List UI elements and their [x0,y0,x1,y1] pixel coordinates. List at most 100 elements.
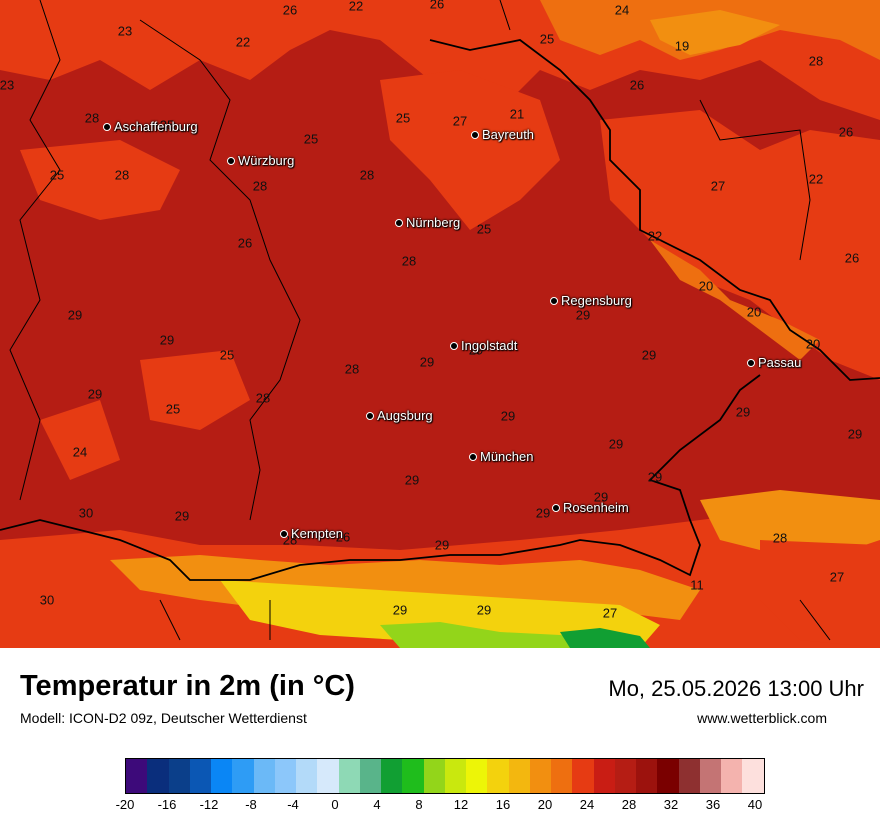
city-marker[interactable]: München [469,449,533,464]
temperature-label: 28 [256,391,270,406]
legend-tick-label: 20 [538,797,552,812]
legend-color-swatch [232,759,253,793]
legend-color-swatch [615,759,636,793]
color-legend: -20 -16 -12 -8 -4 0 4 8 12 16 20 24 28 32 36 40 [125,758,765,812]
legend-color-swatch [190,759,211,793]
temperature-label: 29 [501,409,515,424]
temperature-label: 29 [405,473,419,488]
temperature-label: 29 [648,470,662,485]
temperature-label: 28 [253,179,267,194]
temperature-label: 28 [402,254,416,269]
city-dot-icon [552,504,560,512]
legend-color-swatch [147,759,168,793]
temperature-label: 29 [477,603,491,618]
legend-color-swatch [360,759,381,793]
temperature-label: 24 [615,3,629,18]
city-marker[interactable]: Augsburg [366,408,433,423]
temperature-label: 29 [848,427,862,442]
legend-color-swatch [594,759,615,793]
legend-color-swatch [296,759,317,793]
legend-tick-labels: -20 -16 -12 -8 -4 0 4 8 12 16 20 24 28 32 36 40 [125,794,755,812]
temperature-label: 22 [349,0,363,14]
legend-tick-label: 16 [496,797,510,812]
temperature-label: 23 [118,24,132,39]
temperature-label: 28 [85,111,99,126]
city-dot-icon [227,157,235,165]
legend-color-swatch [700,759,721,793]
legend-tick-label: 24 [580,797,594,812]
temperature-label: 29 [435,538,449,553]
legend-color-swatch [211,759,232,793]
city-marker[interactable]: Passau [747,355,801,370]
city-marker[interactable]: Bayreuth [471,127,534,142]
city-marker[interactable]: Würzburg [227,153,294,168]
legend-tick-label: 0 [331,797,338,812]
legend-tick-label: 32 [664,797,678,812]
legend-tick-label: -12 [200,797,219,812]
city-dot-icon [280,530,288,538]
temperature-label: 20 [747,305,761,320]
city-name: Würzburg [238,153,294,168]
temperature-label: 26 [238,236,252,251]
website-credit: www.wetterblick.com [697,710,827,726]
legend-color-swatch [466,759,487,793]
temperature-label: 25 [477,222,491,237]
city-marker[interactable]: Aschaffenburg [103,119,198,134]
city-marker[interactable]: Regensburg [550,293,632,308]
footer: Temperatur in 2m (in °C) Modell: ICON-D2… [0,648,880,830]
temperature-label: 25 [396,111,410,126]
legend-color-swatch [402,759,423,793]
temperature-label: 29 [393,603,407,618]
temperature-label: 25 [50,168,64,183]
legend-tick-label: 8 [415,797,422,812]
legend-tick-label: 40 [748,797,762,812]
temperature-label: 20 [699,279,713,294]
temperature-label: 25 [540,32,554,47]
city-marker[interactable]: Nürnberg [395,215,460,230]
temperature-map[interactable]: 26 22 26 24 23 22 25 19 28 23 26 21 25 27 28 25 26 25 25 28… [0,0,880,648]
franconian-patch [380,70,560,230]
legend-color-swatch [742,759,763,793]
temperature-label: 27 [711,179,725,194]
temperature-label: 22 [648,229,662,244]
temperature-label: 29 [609,437,623,452]
city-name: München [480,449,533,464]
west-patch-2 [40,400,120,480]
temperature-label: 29 [576,308,590,323]
temperature-label: 25 [166,402,180,417]
temperature-label: 28 [345,362,359,377]
temperature-label: 26 [630,78,644,93]
city-dot-icon [550,297,558,305]
temperature-label: 27 [830,570,844,585]
city-marker[interactable]: Rosenheim [552,500,629,515]
model-info: Modell: ICON-D2 09z, Deutscher Wetterdie… [20,710,307,726]
temperature-label: 29 [642,348,656,363]
city-dot-icon [471,131,479,139]
legend-color-swatch [679,759,700,793]
temperature-label: 29 [88,387,102,402]
city-name: Passau [758,355,801,370]
legend-color-swatch [169,759,190,793]
legend-tick-label: -20 [116,797,135,812]
legend-tick-label: 4 [373,797,380,812]
city-name: Ingolstadt [461,338,517,353]
legend-color-swatch [487,759,508,793]
temperature-label: 23 [0,78,14,93]
temperature-label: 29 [736,405,750,420]
temperature-label: 28 [809,54,823,69]
city-dot-icon [450,342,458,350]
temperature-label: 20 [806,337,820,352]
temperature-label: 25 [220,348,234,363]
legend-tick-label: -16 [158,797,177,812]
city-name: Regensburg [561,293,632,308]
forecast-datetime: Mo, 25.05.2026 13:00 Uhr [608,676,864,702]
city-dot-icon [395,219,403,227]
city-marker[interactable]: Kempten [280,526,343,541]
legend-color-swatch [721,759,742,793]
east-border-zone [600,110,880,380]
city-marker[interactable]: Ingolstadt [450,338,517,353]
city-name: Aschaffenburg [114,119,198,134]
legend-color-swatch [275,759,296,793]
legend-color-swatch [317,759,338,793]
temperature-label: 22 [236,35,250,50]
